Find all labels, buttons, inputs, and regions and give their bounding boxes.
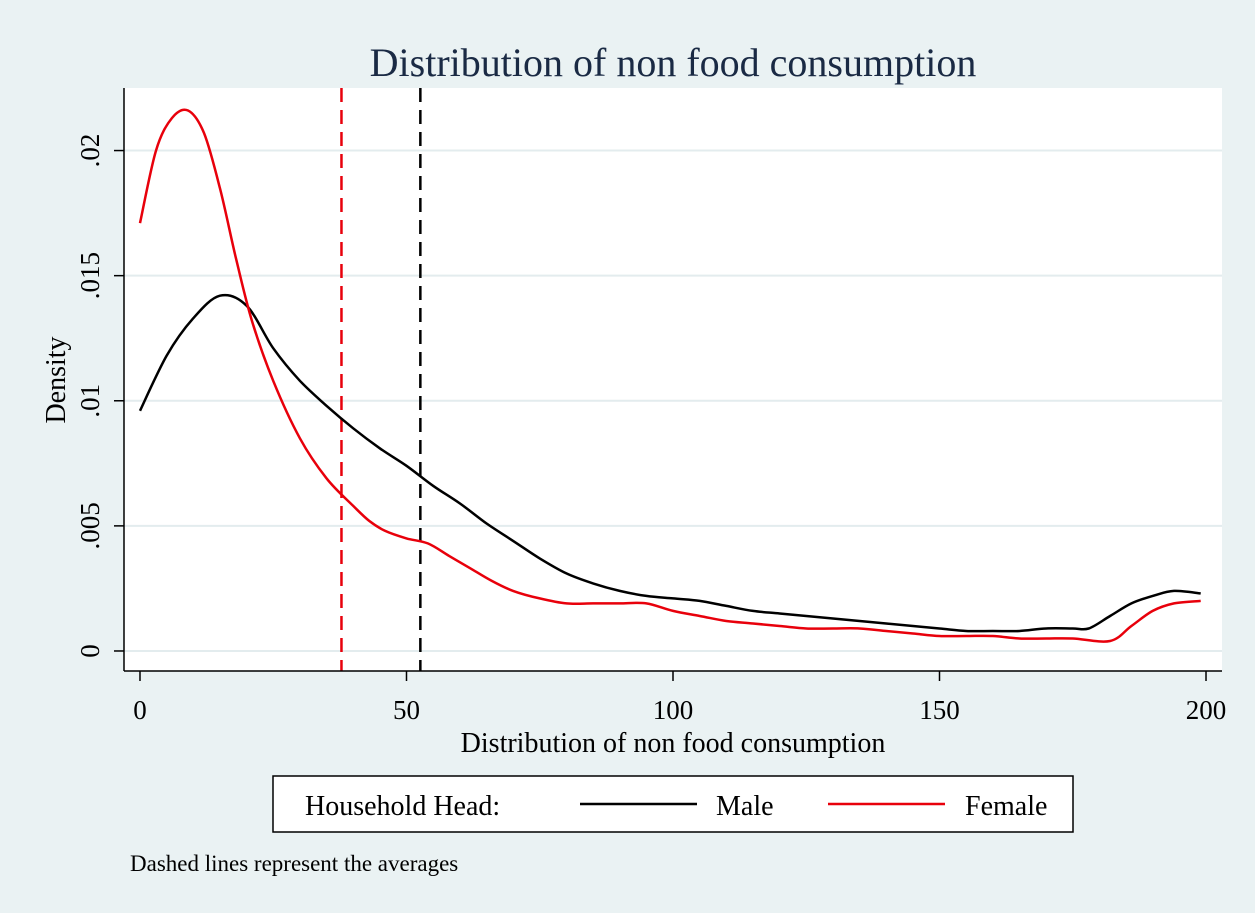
y-tick-label-3: .015 bbox=[75, 252, 105, 299]
series-layer bbox=[138, 108, 1201, 643]
x-tick-label-1: 50 bbox=[393, 695, 420, 725]
plot-area bbox=[124, 88, 1222, 671]
series-line-female bbox=[138, 108, 1201, 643]
legend-label-female: Female bbox=[965, 791, 1047, 822]
x-axis-title: Distribution of non food consumption bbox=[461, 728, 886, 759]
x-tick-label-0: 0 bbox=[133, 695, 147, 725]
reference-lines bbox=[340, 88, 422, 671]
chart-title: Distribution of non food consumption bbox=[370, 40, 977, 85]
legend-title: Household Head: bbox=[305, 791, 500, 822]
y-axis-ticks: 0 .005 .01 .015 .02 bbox=[75, 134, 124, 658]
legend: Household Head: Male Female bbox=[272, 775, 1074, 833]
x-tick-label-4: 200 bbox=[1186, 695, 1227, 725]
y-tick-label-2: .01 bbox=[75, 384, 105, 418]
series-line-male bbox=[138, 293, 1201, 633]
x-tick-label-2: 100 bbox=[653, 695, 694, 725]
y-axis-title: Density bbox=[41, 336, 72, 423]
grid-lines bbox=[124, 149, 1222, 652]
chart-note: Dashed lines represent the averages bbox=[130, 851, 458, 876]
x-tick-label-3: 150 bbox=[919, 695, 960, 725]
y-tick-label-4: .02 bbox=[75, 134, 105, 168]
y-tick-label-0: 0 bbox=[75, 644, 105, 658]
y-tick-label-1: .005 bbox=[75, 502, 105, 549]
legend-label-male: Male bbox=[716, 791, 774, 822]
x-axis-ticks: 0 50 100 150 200 bbox=[133, 671, 1226, 725]
